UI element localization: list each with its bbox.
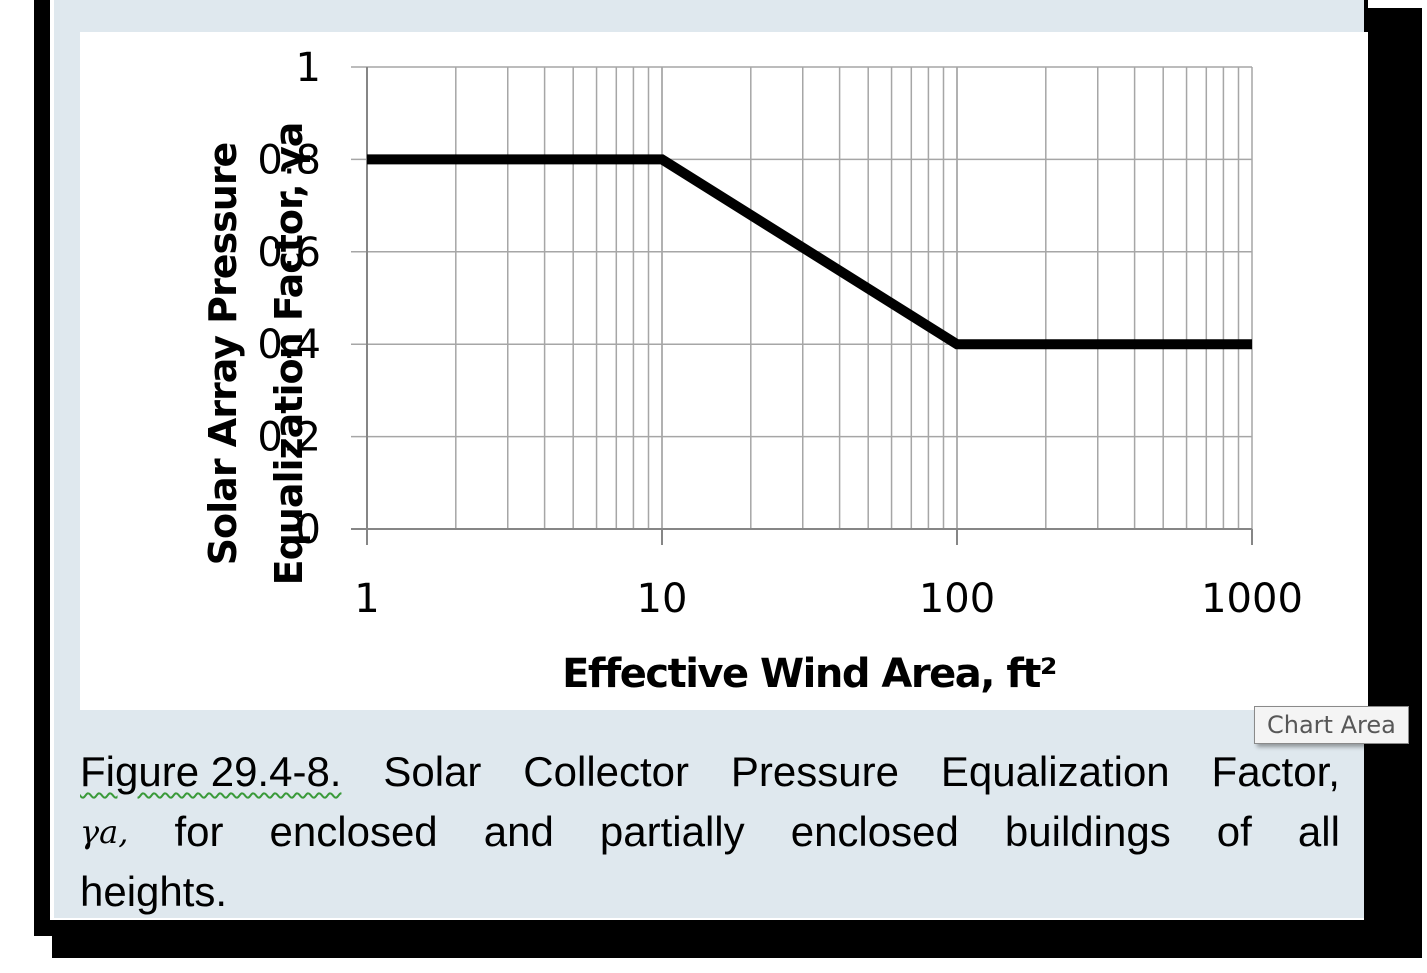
figure-caption: Figure 29.4-8. Solar Collector Pressure …	[80, 742, 1340, 922]
y-axis-label-line-2: Equalization Factor, γa	[267, 123, 311, 586]
y-tick-label: 0.8	[257, 137, 321, 183]
caption-word: enclosed	[269, 808, 438, 855]
grid-layer	[351, 66, 1253, 529]
caption-word: Pressure	[730, 748, 899, 795]
caption-word: Factor,	[1211, 748, 1340, 795]
x-tick-label: 100	[919, 576, 995, 622]
x-axis-label: Effective Wind Area, ft²	[562, 651, 1056, 697]
caption-word: buildings	[1004, 808, 1171, 855]
figure-number: Figure 29.4-8.	[80, 748, 342, 795]
caption-word: Collector	[523, 748, 690, 795]
x-tick-label: 10	[637, 576, 688, 622]
gamma-symbol: γa,	[80, 813, 129, 851]
y-tick-label: 0.2	[257, 415, 321, 461]
caption-word: Solar	[383, 748, 482, 795]
x-tick-label: 1000	[1201, 576, 1303, 622]
chart-area[interactable]: Effective Wind Area, ft² Solar Array Pre…	[80, 32, 1368, 710]
caption-line-1: Figure 29.4-8. Solar Collector Pressure …	[80, 742, 1340, 802]
caption-word: partially	[599, 808, 745, 855]
y-tick-label: 0	[296, 507, 321, 553]
y-axis-label-line-1: Solar Array Pressure	[201, 143, 245, 566]
caption-word: for	[174, 808, 224, 855]
y-tick-label: 0.4	[257, 322, 321, 368]
chart-area-tooltip: Chart Area	[1254, 706, 1409, 744]
series-layer	[367, 154, 1252, 350]
x-tick-label: 1	[354, 576, 379, 622]
caption-line-3: heights.	[80, 868, 228, 915]
y-tick-label: 0.6	[257, 230, 321, 276]
caption-line-2: γa, for enclosed and partially enclosed …	[80, 802, 1340, 862]
caption-word: of	[1216, 808, 1252, 855]
caption-word: all	[1297, 808, 1340, 855]
series-line-1	[367, 154, 1252, 350]
label-layer: Effective Wind Area, ft² Solar Array Pre…	[201, 45, 1303, 697]
axis-layer	[351, 67, 1253, 545]
caption-word: Equalization	[940, 748, 1170, 795]
chart: Effective Wind Area, ft² Solar Array Pre…	[201, 45, 1303, 697]
caption-word: and	[483, 808, 554, 855]
caption-word: enclosed	[790, 808, 959, 855]
y-tick-label: 1	[296, 45, 321, 91]
